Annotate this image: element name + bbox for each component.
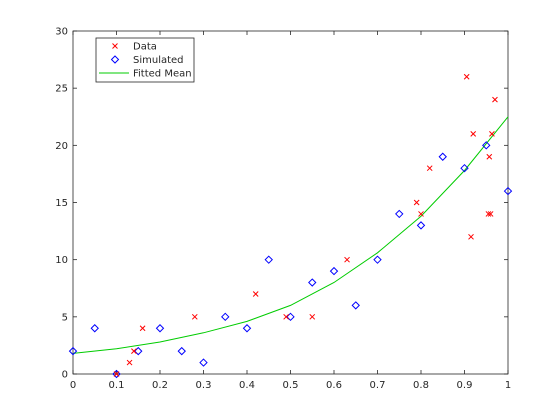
y-tick-label: 0: [62, 370, 68, 381]
simulated-point: [351, 301, 360, 310]
simulated-series: [68, 141, 513, 379]
axis-ticks: 0 0.1 0.2 0.3 0.4 0.5 0.6 0.7 0.8 0.9 105101520253…: [55, 27, 511, 392]
simulated-point: [329, 266, 339, 276]
data-series: [113, 73, 498, 377]
data-point: [486, 153, 493, 160]
legend-label: Fitted Mean: [133, 69, 192, 80]
y-tick-label: 20: [55, 141, 68, 152]
legend-simulated-marker: [110, 55, 120, 64]
data-point: [139, 325, 146, 332]
data-point: [468, 233, 474, 240]
x-tick-label: 0.7: [370, 380, 386, 391]
y-tick-label: 10: [55, 255, 68, 266]
data-point: [489, 131, 495, 137]
data-point: [487, 211, 494, 217]
plot-area: [72, 30, 509, 375]
simulated-point: [482, 141, 491, 150]
data-point: [485, 211, 492, 217]
y-tick-label: 30: [55, 27, 68, 38]
x-tick-label: 0.3: [196, 380, 212, 391]
x-tick-label: 0.5: [283, 380, 299, 391]
simulated-point: [155, 324, 165, 333]
data-point: [426, 165, 433, 172]
x-tick-label: 0.8: [413, 380, 429, 391]
simulated-point: [199, 358, 208, 367]
x-tick-label: 0.9: [457, 380, 473, 391]
data-point: [283, 313, 290, 320]
simulated-point: [395, 209, 404, 219]
legend-label: Data: [133, 42, 157, 53]
data-point: [470, 131, 477, 137]
data-point: [463, 73, 470, 80]
simulated-point: [308, 278, 317, 287]
data-point: [344, 256, 350, 263]
simulated-point: [242, 324, 252, 333]
simulated-point: [177, 346, 186, 356]
x-tick-label: 0.4: [239, 380, 255, 391]
simulated-point: [221, 312, 230, 322]
simulated-point: [416, 221, 426, 230]
x-tick-label: 0.1: [109, 380, 125, 391]
y-tick-label: 5: [62, 312, 68, 323]
simulated-point: [264, 255, 273, 264]
x-tick-label: 0: [70, 380, 76, 391]
data-point: [418, 211, 424, 217]
data-point: [413, 199, 420, 206]
data-point: [191, 313, 198, 320]
data-point: [131, 348, 137, 354]
x-tick-label: 1: [505, 380, 511, 391]
data-point: [309, 313, 316, 320]
simulated-point: [503, 186, 513, 196]
data-point: [126, 359, 133, 366]
legend-label: Simulated: [133, 55, 184, 66]
legend-data-marker: [112, 43, 118, 49]
y-tick-label: 15: [55, 198, 68, 209]
data-point: [492, 96, 498, 103]
simulated-point: [460, 163, 469, 173]
data-point: [252, 291, 259, 297]
fitted-mean-line: [72, 116, 509, 354]
simulated-point: [286, 312, 295, 322]
simulated-point: [438, 152, 447, 161]
simulated-point: [90, 324, 99, 333]
simulated-point: [373, 255, 382, 264]
simulated-point: [134, 346, 143, 356]
y-tick-label: 25: [55, 84, 68, 95]
fitted-mean-series: [72, 116, 509, 354]
simulated-point: [112, 369, 121, 379]
simulated-point: [68, 346, 78, 356]
x-tick-label: 0.2: [152, 380, 168, 391]
legend: Data Simulated Fitted Mean: [95, 37, 195, 83]
x-tick-label: 0.6: [326, 380, 342, 391]
data-point: [113, 371, 120, 377]
